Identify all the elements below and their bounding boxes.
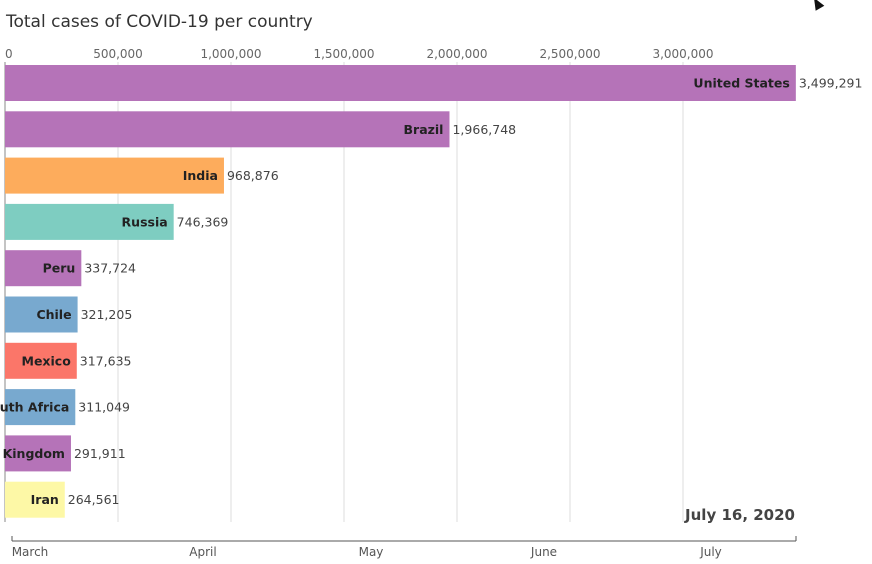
bar-value-label: 968,876	[227, 168, 279, 183]
x-tick-label: 2,000,000	[426, 47, 487, 61]
bar	[5, 389, 76, 426]
x-tick-label: 2,500,000	[539, 47, 600, 61]
bar-category-label: Peru	[43, 261, 76, 276]
bar-value-label: 746,369	[177, 214, 229, 229]
bar-category-label: Iran	[31, 492, 59, 507]
date-label: July 16, 2020	[684, 506, 795, 524]
bar-category-label: United States	[693, 76, 789, 91]
bar-value-label: 291,911	[74, 446, 126, 461]
bar	[5, 250, 82, 287]
bar	[5, 65, 796, 101]
bar	[5, 157, 224, 194]
bar-value-label: 3,499,291	[799, 76, 863, 91]
x-tick-label: 1,500,000	[313, 47, 374, 61]
timeline-month-label: April	[189, 545, 216, 559]
bar	[5, 481, 65, 518]
bar-category-label: Kingdom	[3, 446, 65, 461]
bar-category-label: India	[183, 168, 218, 183]
x-tick-label: 3,000,000	[652, 47, 713, 61]
bar	[5, 203, 174, 240]
bar	[5, 296, 78, 333]
bar-value-label: 337,724	[84, 261, 136, 276]
x-tick-label: 500,000	[93, 47, 143, 61]
bar-category-label: outh Africa	[0, 400, 69, 415]
bar-category-label: Brazil	[404, 122, 444, 137]
x-tick-label: 1,000,000	[200, 47, 261, 61]
timeline-month-label: July	[699, 545, 722, 559]
chart-title: Total cases of COVID-19 per country	[6, 12, 313, 32]
bar-value-label: 321,205	[81, 307, 133, 322]
bar-category-label: Mexico	[22, 353, 72, 368]
bar-value-label: 311,049	[78, 400, 130, 415]
timeline-month-label: May	[359, 545, 384, 559]
bar	[5, 435, 71, 472]
timeline-month-label: March	[12, 545, 49, 559]
bar	[5, 111, 450, 148]
bar-category-label: Russia	[122, 214, 168, 229]
timeline-month-label: June	[530, 545, 557, 559]
bar-value-label: 317,635	[80, 353, 132, 368]
x-tick-label: 0	[5, 47, 13, 61]
bar-category-label: Chile	[36, 307, 71, 322]
bar	[5, 342, 77, 379]
bar-value-label: 264,561	[68, 492, 120, 507]
bar-value-label: 1,966,748	[452, 122, 516, 137]
